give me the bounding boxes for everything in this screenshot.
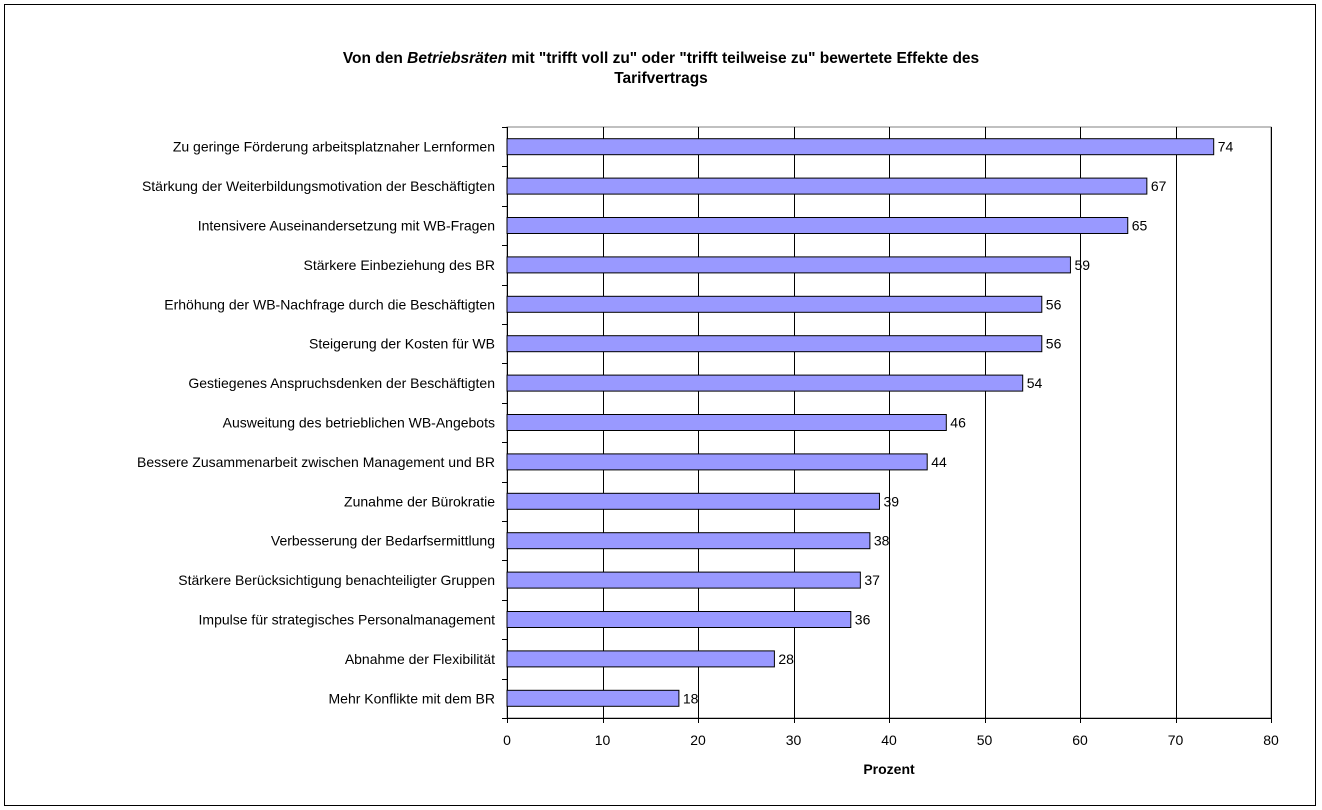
category-label-10: Verbesserung der Bedarfsermittlung (271, 533, 495, 549)
category-label-3: Stärkere Einbeziehung des BR (304, 257, 495, 273)
category-label-2: Intensivere Auseinandersetzung mit WB-Fr… (198, 218, 495, 234)
chart-title: Von den Betriebsräten mit "trifft voll z… (5, 49, 1317, 89)
x-tick-label-5: 50 (977, 732, 993, 748)
chart-title-part-2: mit "trifft voll zu" oder "trifft teilwe… (507, 50, 980, 67)
bar-11 (506, 571, 861, 589)
value-label-1: 67 (1151, 178, 1167, 194)
x-tick-label-7: 70 (1168, 732, 1184, 748)
bar-3 (506, 256, 1071, 274)
bar-0 (506, 138, 1215, 156)
x-tick-label-6: 60 (1072, 732, 1088, 748)
bar-10 (506, 532, 871, 550)
x-axis-title: Prozent (863, 761, 915, 777)
x-tick-label-4: 40 (881, 732, 897, 748)
chart-title-emphasis: Betriebsräten (407, 50, 508, 67)
bar-1 (506, 177, 1148, 195)
x-tick-label-3: 30 (786, 732, 802, 748)
category-label-11: Stärkere Berücksichtigung benachteiligte… (178, 572, 495, 588)
value-label-2: 65 (1132, 218, 1148, 234)
category-label-4: Erhöhung der WB-Nachfrage durch die Besc… (164, 296, 495, 312)
value-label-9: 39 (883, 493, 899, 509)
value-label-12: 36 (855, 612, 871, 628)
x-tick-label-8: 80 (1263, 732, 1279, 748)
bar-12 (506, 611, 852, 628)
value-label-4: 56 (1046, 296, 1062, 312)
category-label-13: Abnahme der Flexibilität (345, 651, 495, 667)
category-label-6: Gestiegenes Anspruchsdenken der Beschäft… (188, 375, 495, 391)
category-label-0: Zu geringe Förderung arbeitsplatznaher L… (173, 139, 495, 155)
value-label-6: 54 (1027, 375, 1043, 391)
chart-title-line-2: Tarifvertrags (614, 70, 708, 87)
bar-2 (506, 217, 1129, 234)
value-label-10: 38 (874, 533, 890, 549)
value-label-13: 28 (778, 651, 794, 667)
value-label-14: 18 (683, 690, 699, 706)
value-label-3: 59 (1074, 257, 1090, 273)
bar-4 (506, 295, 1043, 313)
chart-frame: Von den Betriebsräten mit "trifft voll z… (4, 4, 1316, 806)
value-label-7: 46 (950, 415, 966, 431)
category-label-7: Ausweitung des betrieblichen WB-Angebots (223, 415, 495, 431)
x-tick-label-1: 10 (595, 732, 611, 748)
x-tick-label-2: 20 (690, 732, 706, 748)
category-label-12: Impulse für strategisches Personalmanage… (199, 612, 496, 628)
bar-8 (506, 453, 928, 471)
bar-14 (506, 689, 680, 707)
category-label-1: Stärkung der Weiterbildungsmotivation de… (142, 178, 495, 194)
bar-13 (506, 650, 775, 668)
value-label-8: 44 (931, 454, 947, 470)
x-tick-label-0: 0 (503, 732, 511, 748)
chart-title-part-1: Von den (342, 50, 408, 67)
value-label-5: 56 (1046, 336, 1062, 352)
bar-9 (506, 492, 880, 510)
bar-5 (506, 335, 1043, 353)
bar-6 (506, 374, 1024, 392)
category-label-14: Mehr Konflikte mit dem BR (329, 690, 496, 706)
category-label-8: Bessere Zusammenarbeit zwischen Manageme… (137, 454, 495, 470)
value-label-11: 37 (864, 572, 880, 588)
bar-7 (506, 414, 947, 431)
value-label-0: 74 (1218, 139, 1234, 155)
category-label-5: Steigerung der Kosten für WB (309, 336, 495, 352)
category-label-9: Zunahme der Bürokratie (344, 493, 495, 509)
